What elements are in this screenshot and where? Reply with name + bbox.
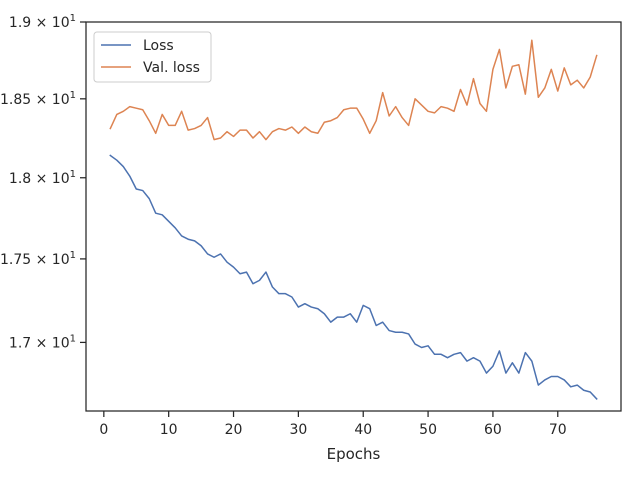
y-axis-ticks: 1.7 × 101 1.75 × 101 1.8 × 101 1.85 × 101 1.… xyxy=(0,13,86,351)
x-tick-label: 50 xyxy=(419,422,437,438)
x-tick-label: 10 xyxy=(160,422,178,438)
y-tick-label: 1.85 × 101 xyxy=(0,90,76,108)
series-line-loss xyxy=(109,154,598,400)
x-tick-label: 20 xyxy=(225,422,243,438)
y-tick-label: 1.8 × 101 xyxy=(9,169,76,187)
y-tick-label: 1.75 × 101 xyxy=(0,250,76,268)
axes-frame xyxy=(85,21,622,412)
x-axis-ticks: 0 10 20 30 40 50 60 70 xyxy=(99,411,567,438)
legend: Loss Val. loss xyxy=(93,31,212,83)
plot-area: 0 10 20 30 40 50 60 70 1.7 × 101 1.75 × 101 1.8 ×… xyxy=(0,13,622,438)
x-tick-label: 0 xyxy=(99,422,108,438)
y-tick-label: 1.7 × 101 xyxy=(9,333,76,351)
series-line-val-loss xyxy=(109,39,598,141)
y-tick-label: 1.9 × 101 xyxy=(9,13,76,31)
legend-items: Loss Val. loss xyxy=(101,38,200,76)
x-tick-label: 70 xyxy=(549,422,567,438)
x-tick-label: 40 xyxy=(354,422,372,438)
series-layer xyxy=(109,39,598,400)
legend-label: Loss xyxy=(143,38,174,54)
x-tick-label: 30 xyxy=(289,422,307,438)
x-axis-label: Epochs xyxy=(327,445,381,463)
legend-label: Val. loss xyxy=(143,60,200,76)
x-tick-label: 60 xyxy=(484,422,502,438)
